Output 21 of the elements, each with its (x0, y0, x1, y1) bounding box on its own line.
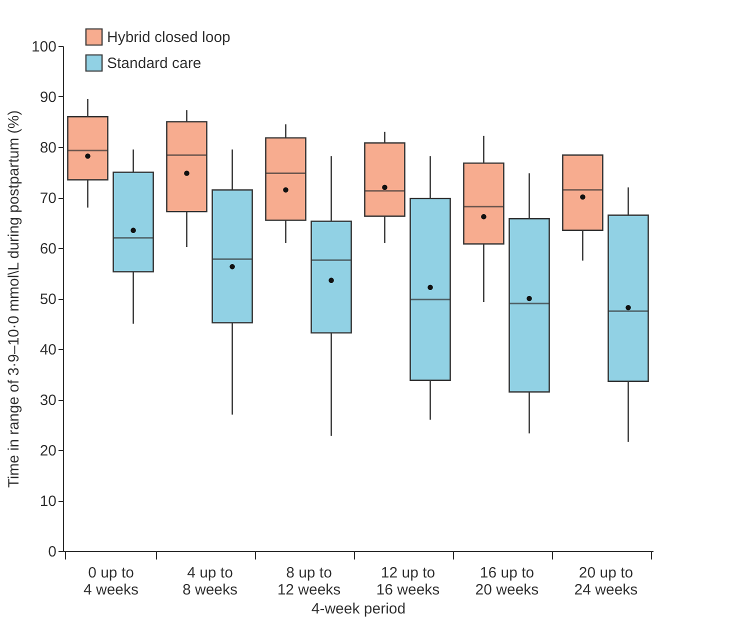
y-tick-label: 90 (40, 89, 56, 106)
y-tick-label: 40 (40, 342, 56, 358)
y-tick-label: 80 (40, 140, 56, 156)
y-tick-label: 20 (40, 442, 56, 460)
x-tick-label: 20 up to 24 weeks (574, 564, 638, 598)
y-tick-label: 50 (40, 291, 56, 308)
x-tick-label: 8 up to 12 weeks (277, 564, 341, 598)
x-tick-label: 4 up to 8 weeks (182, 564, 238, 598)
legend-label: Standard care (107, 55, 202, 72)
y-tick-label: 30 (40, 392, 56, 409)
y-axis-title: Time in range of 3·9–10·0 mmol\L during postpartum (%) (5, 110, 22, 488)
x-axis-title: 4-week period (311, 600, 406, 618)
y-tick-label: 60 (40, 240, 56, 258)
legend-label: Hybrid closed loop (107, 29, 230, 46)
x-tick-label: 0 up to 4 weeks (84, 564, 139, 598)
y-tick-label: 100 (31, 38, 56, 56)
y-tick-label: 10 (40, 493, 56, 510)
x-tick-label: 16 up to 20 weeks (475, 564, 539, 598)
y-tick-label: 0 (48, 544, 56, 560)
x-tick-label: 12 up to 16 weeks (376, 564, 440, 598)
y-tick-label: 70 (40, 190, 56, 207)
